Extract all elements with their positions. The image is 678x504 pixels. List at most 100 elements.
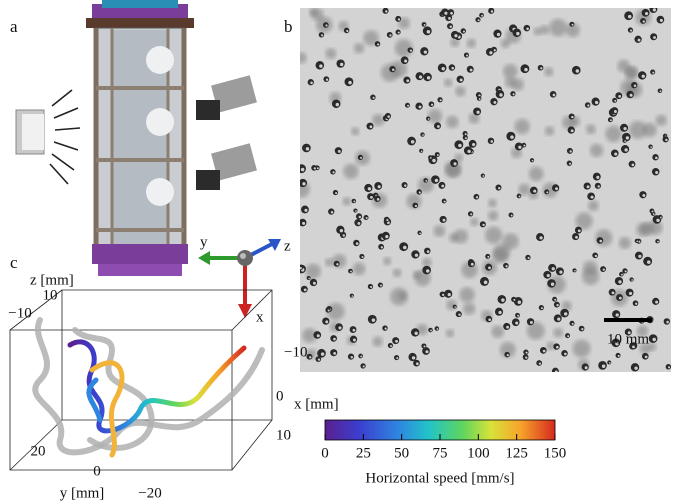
- bubble-blur: [561, 300, 572, 311]
- bubble-highlight: [352, 328, 356, 332]
- bubble-blur: [305, 263, 321, 279]
- bubble-highlight: [316, 167, 319, 170]
- bubble-highlight: [618, 95, 622, 98]
- bubble-highlight: [422, 134, 424, 136]
- bubble-highlight: [641, 74, 645, 78]
- bubble-highlight: [320, 352, 325, 356]
- bubble-highlight: [653, 36, 656, 39]
- bubble-blur: [487, 210, 499, 221]
- bubble-blur: [487, 198, 497, 208]
- bubble-highlight: [325, 24, 328, 27]
- bubble-highlight: [550, 282, 555, 286]
- bubble-blur: [499, 341, 516, 358]
- bubble-blur: [352, 262, 366, 276]
- bubble-highlight: [651, 210, 654, 213]
- bubble-highlight: [526, 27, 529, 31]
- bubble-highlight: [395, 339, 398, 343]
- bubble-highlight: [568, 162, 572, 165]
- bubble-highlight: [659, 90, 662, 93]
- bubble-highlight: [321, 34, 324, 37]
- bubble-highlight: [300, 167, 305, 172]
- bubble-blur: [553, 327, 564, 338]
- bubble-highlight: [441, 184, 445, 188]
- bubble-highlight: [483, 280, 488, 285]
- bubble-blur: [617, 59, 631, 73]
- panel-label: a: [10, 17, 18, 36]
- bubble-highlight: [310, 81, 313, 85]
- bubble-highlight: [327, 309, 330, 312]
- bubble-blur: [343, 163, 359, 179]
- bubble-highlight: [426, 29, 431, 34]
- bubble-highlight: [380, 246, 383, 249]
- panel-label: b: [284, 17, 293, 36]
- bubble-highlight: [527, 256, 530, 260]
- bubble-highlight: [406, 79, 410, 83]
- bubble-highlight: [546, 273, 550, 278]
- bubble-highlight: [454, 34, 458, 38]
- bubble-highlight: [423, 23, 426, 26]
- bubble-highlight: [387, 115, 390, 118]
- bubble-highlight: [308, 277, 310, 280]
- bubble-highlight: [630, 29, 633, 32]
- bubble-highlight: [614, 152, 618, 156]
- bubble-highlight: [652, 71, 655, 74]
- bubble-highlight: [601, 364, 606, 368]
- bubble-blur: [583, 260, 598, 275]
- bubble-highlight: [335, 102, 340, 107]
- bubble-highlight: [517, 314, 520, 317]
- bubble-highlight: [624, 148, 628, 152]
- colorbar-tick-label: 25: [356, 445, 371, 461]
- bubble-highlight: [389, 34, 392, 37]
- bubble-highlight: [644, 355, 648, 359]
- bubble-highlight: [300, 267, 302, 270]
- bubble-highlight: [510, 135, 514, 139]
- bubble-highlight: [434, 178, 439, 183]
- bubble-highlight: [621, 273, 623, 276]
- bubble-highlight: [443, 200, 446, 203]
- bubble-highlight: [608, 362, 611, 364]
- bubble-highlight: [615, 313, 619, 317]
- bubble-blur: [394, 39, 413, 58]
- bubble-highlight: [570, 129, 574, 133]
- bubble-highlight: [470, 213, 473, 216]
- bubble-highlight: [482, 223, 485, 227]
- bubble-highlight: [430, 329, 433, 332]
- bubble-highlight: [656, 218, 660, 223]
- bubble-blur: [511, 78, 524, 91]
- bubble-highlight: [513, 298, 516, 301]
- bubble-highlight: [542, 349, 546, 353]
- bubble-highlight: [659, 18, 663, 22]
- triad-label: z: [284, 238, 291, 254]
- bubble-blur: [648, 220, 663, 235]
- bubble-highlight: [666, 320, 669, 324]
- bubble-highlight: [410, 140, 415, 144]
- box-3d: [9, 289, 273, 471]
- bubble-highlight: [625, 136, 630, 140]
- bubble-highlight: [650, 146, 653, 149]
- bubble-highlight: [488, 266, 491, 270]
- bubble-blur: [445, 161, 462, 178]
- bubble-highlight: [477, 19, 480, 22]
- bubble-highlight: [611, 291, 615, 295]
- bubble-blur: [642, 122, 657, 138]
- bubble-highlight: [336, 263, 339, 266]
- panel-label: c: [10, 253, 18, 272]
- bubble-highlight: [577, 229, 581, 233]
- bubble-highlight: [436, 125, 440, 128]
- bubble-highlight: [355, 242, 359, 245]
- bubble-highlight: [575, 235, 578, 239]
- tick-label: −10: [284, 344, 307, 360]
- bubble-blur: [351, 127, 360, 136]
- bubble-highlight: [426, 269, 430, 273]
- bubble-highlight: [335, 191, 338, 195]
- bubble-blur: [427, 108, 443, 124]
- bubble-highlight: [559, 270, 563, 274]
- bubble-highlight: [418, 75, 423, 79]
- bubble-highlight: [442, 293, 445, 297]
- bubble-highlight: [546, 191, 549, 194]
- bubble-highlight: [305, 147, 310, 151]
- bubble-blur: [445, 115, 459, 129]
- bubble-highlight: [552, 93, 556, 97]
- bubble-highlight: [523, 144, 526, 147]
- bubble-highlight: [531, 159, 534, 162]
